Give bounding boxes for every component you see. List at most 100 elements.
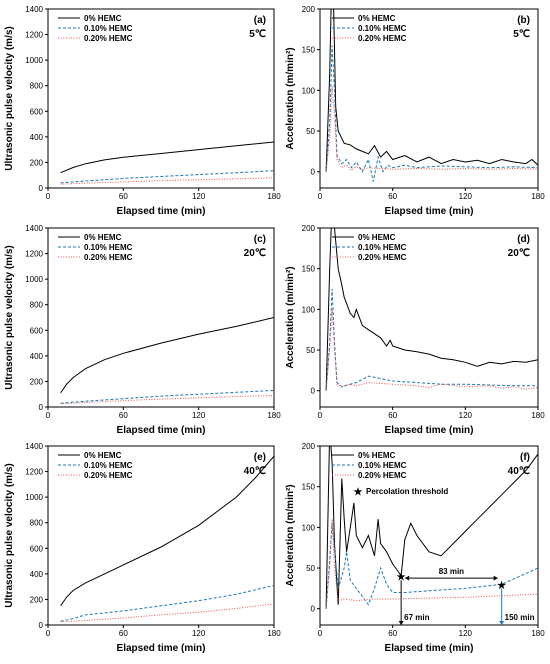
series-group — [60, 455, 274, 623]
legend-entry: 0% HEMC — [84, 451, 122, 460]
y-tick-label: 1200 — [25, 468, 43, 477]
y-tick-label: 200 — [30, 595, 44, 604]
y-tick-label: 600 — [30, 326, 44, 335]
y-axis-label: Ultrasonic pulse velocity (m/s) — [4, 245, 15, 390]
series-line-1 — [325, 446, 538, 609]
series-group — [60, 317, 274, 405]
legend-entry: 0.10% HEMC — [358, 243, 407, 252]
y-tick-label: 0 — [39, 621, 44, 630]
panel-label: (a) — [254, 15, 266, 26]
legend-entry: 0% HEMC — [84, 233, 122, 242]
y-tick-label: 1000 — [25, 56, 43, 65]
series-group — [60, 141, 274, 185]
series-line-3 — [325, 519, 538, 609]
x-tick-label: 180 — [531, 629, 545, 638]
y-tick-label: 150 — [302, 483, 316, 492]
y-tick-label: 100 — [302, 523, 316, 532]
temperature-label: 5℃ — [249, 29, 266, 40]
legend-entry: 0% HEMC — [358, 14, 396, 23]
span-arrow-right-head — [493, 575, 498, 581]
series-line-1 — [325, 228, 538, 391]
x-tick-label: 0 — [318, 629, 323, 638]
legend-entry: 0.10% HEMC — [84, 24, 133, 33]
series-line-1 — [325, 9, 538, 172]
y-axis-label: Ultrasonic pulse velocity (m/s) — [4, 26, 15, 171]
y-tick-label: 0 — [39, 403, 44, 412]
x-tick-label: 60 — [388, 629, 397, 638]
y-tick-label: 50 — [306, 127, 315, 136]
y-tick-label: 50 — [306, 346, 315, 355]
x-tick-label: 0 — [46, 629, 51, 638]
y-tick-label: 400 — [30, 570, 44, 579]
y-axis-label: Acceleration (m/min²) — [285, 266, 296, 368]
series-line-2 — [325, 45, 538, 182]
plot-frame — [47, 8, 275, 189]
legend-entry: 0.20% HEMC — [358, 471, 407, 480]
y-tick-label: 50 — [306, 564, 315, 573]
y-tick-label: 150 — [302, 46, 316, 55]
y-tick-label: 1400 — [25, 442, 43, 451]
series-group — [325, 9, 538, 182]
chart-panel-a: 0 60 120 180 0 200 400 600 800 1000 1200 1400 Elapse… — [4, 5, 281, 217]
chart-panel-d: 0 60 120 180 0 50 100 150 200 Elapsed time (min) A… — [285, 224, 545, 436]
series-line-3 — [325, 309, 538, 391]
temperature-label: 20℃ — [508, 248, 530, 259]
x-tick-label: 60 — [388, 192, 397, 201]
x-tick-label: 180 — [531, 192, 545, 201]
series-line-2 — [60, 389, 274, 404]
series-line-1 — [60, 317, 274, 394]
panel-label: (b) — [517, 15, 530, 26]
legend-entry: 0.10% HEMC — [84, 461, 133, 470]
time-label-150: 150 min — [505, 613, 535, 622]
y-axis-label: Acceleration (m/min²) — [285, 47, 296, 149]
temperature-label: 40℃ — [244, 466, 266, 477]
x-tick-label: 120 — [192, 192, 206, 201]
y-tick-label: 0 — [311, 168, 316, 177]
x-axis-label: Elapsed time (min) — [117, 425, 206, 436]
plot-frame — [47, 445, 275, 626]
y-tick-label: 1200 — [25, 31, 43, 40]
series-line-2 — [60, 584, 274, 622]
percolation-star-icon: ★ — [397, 572, 406, 583]
y-tick-label: 1400 — [25, 5, 43, 14]
y-axis-label: Ultrasonic pulse velocity (m/s) — [4, 463, 15, 608]
legend-entry: 0.20% HEMC — [358, 253, 407, 262]
legend-entry: 0.20% HEMC — [358, 34, 407, 43]
x-tick-label: 120 — [192, 629, 206, 638]
percolation-star-icon: ★ — [497, 580, 506, 591]
temperature-label: 40℃ — [508, 466, 530, 477]
y-tick-label: 100 — [302, 86, 316, 95]
star-legend-icon: ★ — [354, 487, 363, 498]
series-line-2 — [60, 170, 274, 184]
x-axis-label: Elapsed time (min) — [385, 643, 474, 654]
legend-entry: 0.20% HEMC — [84, 471, 133, 480]
y-tick-label: 200 — [302, 5, 316, 14]
y-tick-label: 1200 — [25, 250, 43, 259]
y-tick-label: 150 — [302, 265, 316, 274]
x-tick-label: 60 — [119, 629, 128, 638]
series-line-3 — [60, 395, 274, 405]
y-tick-label: 1000 — [25, 275, 43, 284]
x-tick-label: 120 — [192, 411, 206, 420]
x-tick-label: 120 — [459, 411, 473, 420]
y-tick-label: 0 — [311, 605, 316, 614]
series-line-3 — [325, 86, 538, 172]
x-tick-label: 60 — [119, 411, 128, 420]
series-line-2 — [325, 523, 538, 609]
x-axis-label: Elapsed time (min) — [117, 643, 206, 654]
legend-entry: 0.10% HEMC — [358, 461, 407, 470]
series-group — [325, 446, 538, 609]
series-line-1 — [60, 141, 274, 174]
x-tick-label: 180 — [267, 629, 281, 638]
y-tick-label: 200 — [30, 377, 44, 386]
x-tick-label: 0 — [46, 411, 51, 420]
x-tick-label: 180 — [531, 411, 545, 420]
y-tick-label: 800 — [30, 519, 44, 528]
panel-label: (d) — [517, 234, 530, 245]
x-axis-label: Elapsed time (min) — [385, 425, 474, 436]
plot-frame — [319, 227, 539, 408]
y-tick-label: 1000 — [25, 493, 43, 502]
chart-panel-c: 0 60 120 180 0 200 400 600 800 1000 1200 1400 Elapse… — [4, 224, 281, 436]
x-tick-label: 0 — [318, 411, 323, 420]
